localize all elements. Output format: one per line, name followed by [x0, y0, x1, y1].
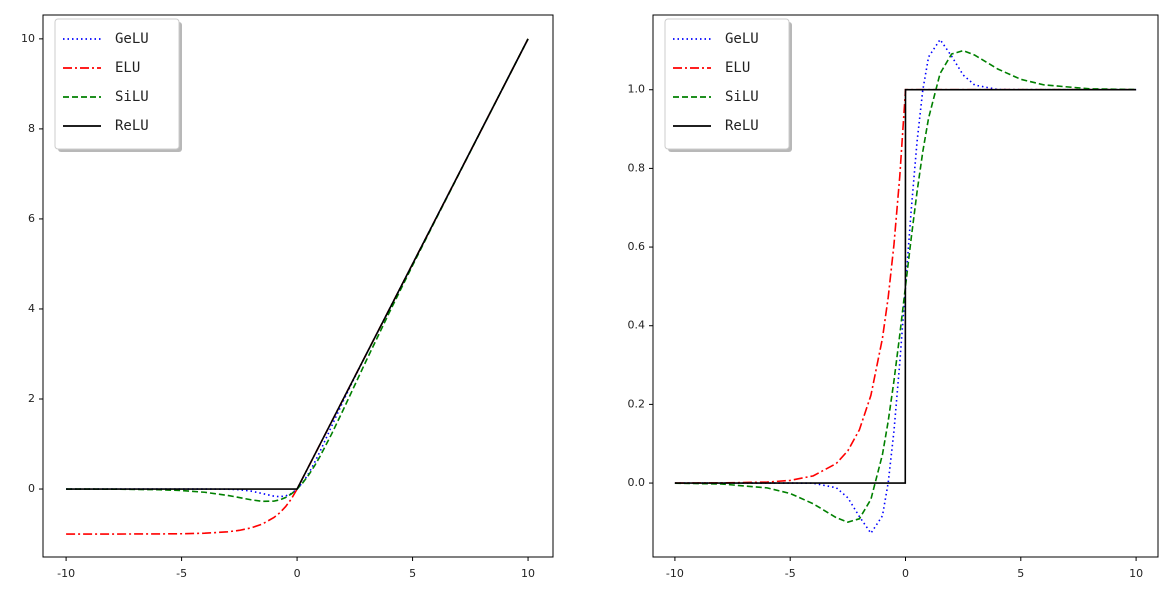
x-tick-label: -10 [666, 567, 684, 580]
x-tick-label: 10 [521, 567, 535, 580]
x-tick-label: -5 [785, 567, 796, 580]
y-tick-label: 0.0 [628, 476, 646, 489]
x-tick-label: 5 [409, 567, 416, 580]
x-tick-label: -10 [57, 567, 75, 580]
axes-frame [42, 14, 554, 558]
legend-label: ELU [115, 60, 140, 76]
y-tick-label: 10 [21, 32, 35, 45]
y-tick-label: 6 [28, 212, 35, 225]
legend: GeLU ELU SiLU ReLU [54, 18, 182, 152]
legend-label: ELU [725, 60, 750, 76]
y-tick-label: 0.2 [628, 397, 646, 410]
series-line [674, 88, 1137, 484]
y-tick-label: 0.8 [628, 161, 646, 174]
y-tick-label: 1.0 [628, 83, 646, 96]
legend-label: ReLU [725, 118, 759, 134]
x-tick-label: -5 [176, 567, 187, 580]
series-line [66, 38, 529, 490]
y-tick-label: 4 [28, 302, 35, 315]
y-tick-label: 0.4 [628, 319, 646, 332]
axes-frame [652, 14, 1159, 558]
y-tick-label: 8 [28, 122, 35, 135]
legend-label: GeLU [725, 31, 759, 47]
legend-label: GeLU [115, 31, 149, 47]
x-tick-label: 0 [902, 567, 909, 580]
y-tick-label: 0 [28, 482, 35, 495]
legend-label: SiLU [725, 89, 759, 105]
y-tick-label: 2 [28, 392, 35, 405]
legend-label: ReLU [115, 118, 149, 134]
series-line [674, 49, 1137, 523]
x-tick-label: 0 [294, 567, 301, 580]
legend-box [54, 18, 180, 150]
y-tick-label: 0.6 [628, 240, 646, 253]
legend-box [664, 18, 790, 150]
legend: GeLU ELU SiLU ReLU [664, 18, 792, 152]
x-tick-label: 10 [1129, 567, 1143, 580]
x-tick-label: 5 [1017, 567, 1024, 580]
legend-label: SiLU [115, 89, 149, 105]
